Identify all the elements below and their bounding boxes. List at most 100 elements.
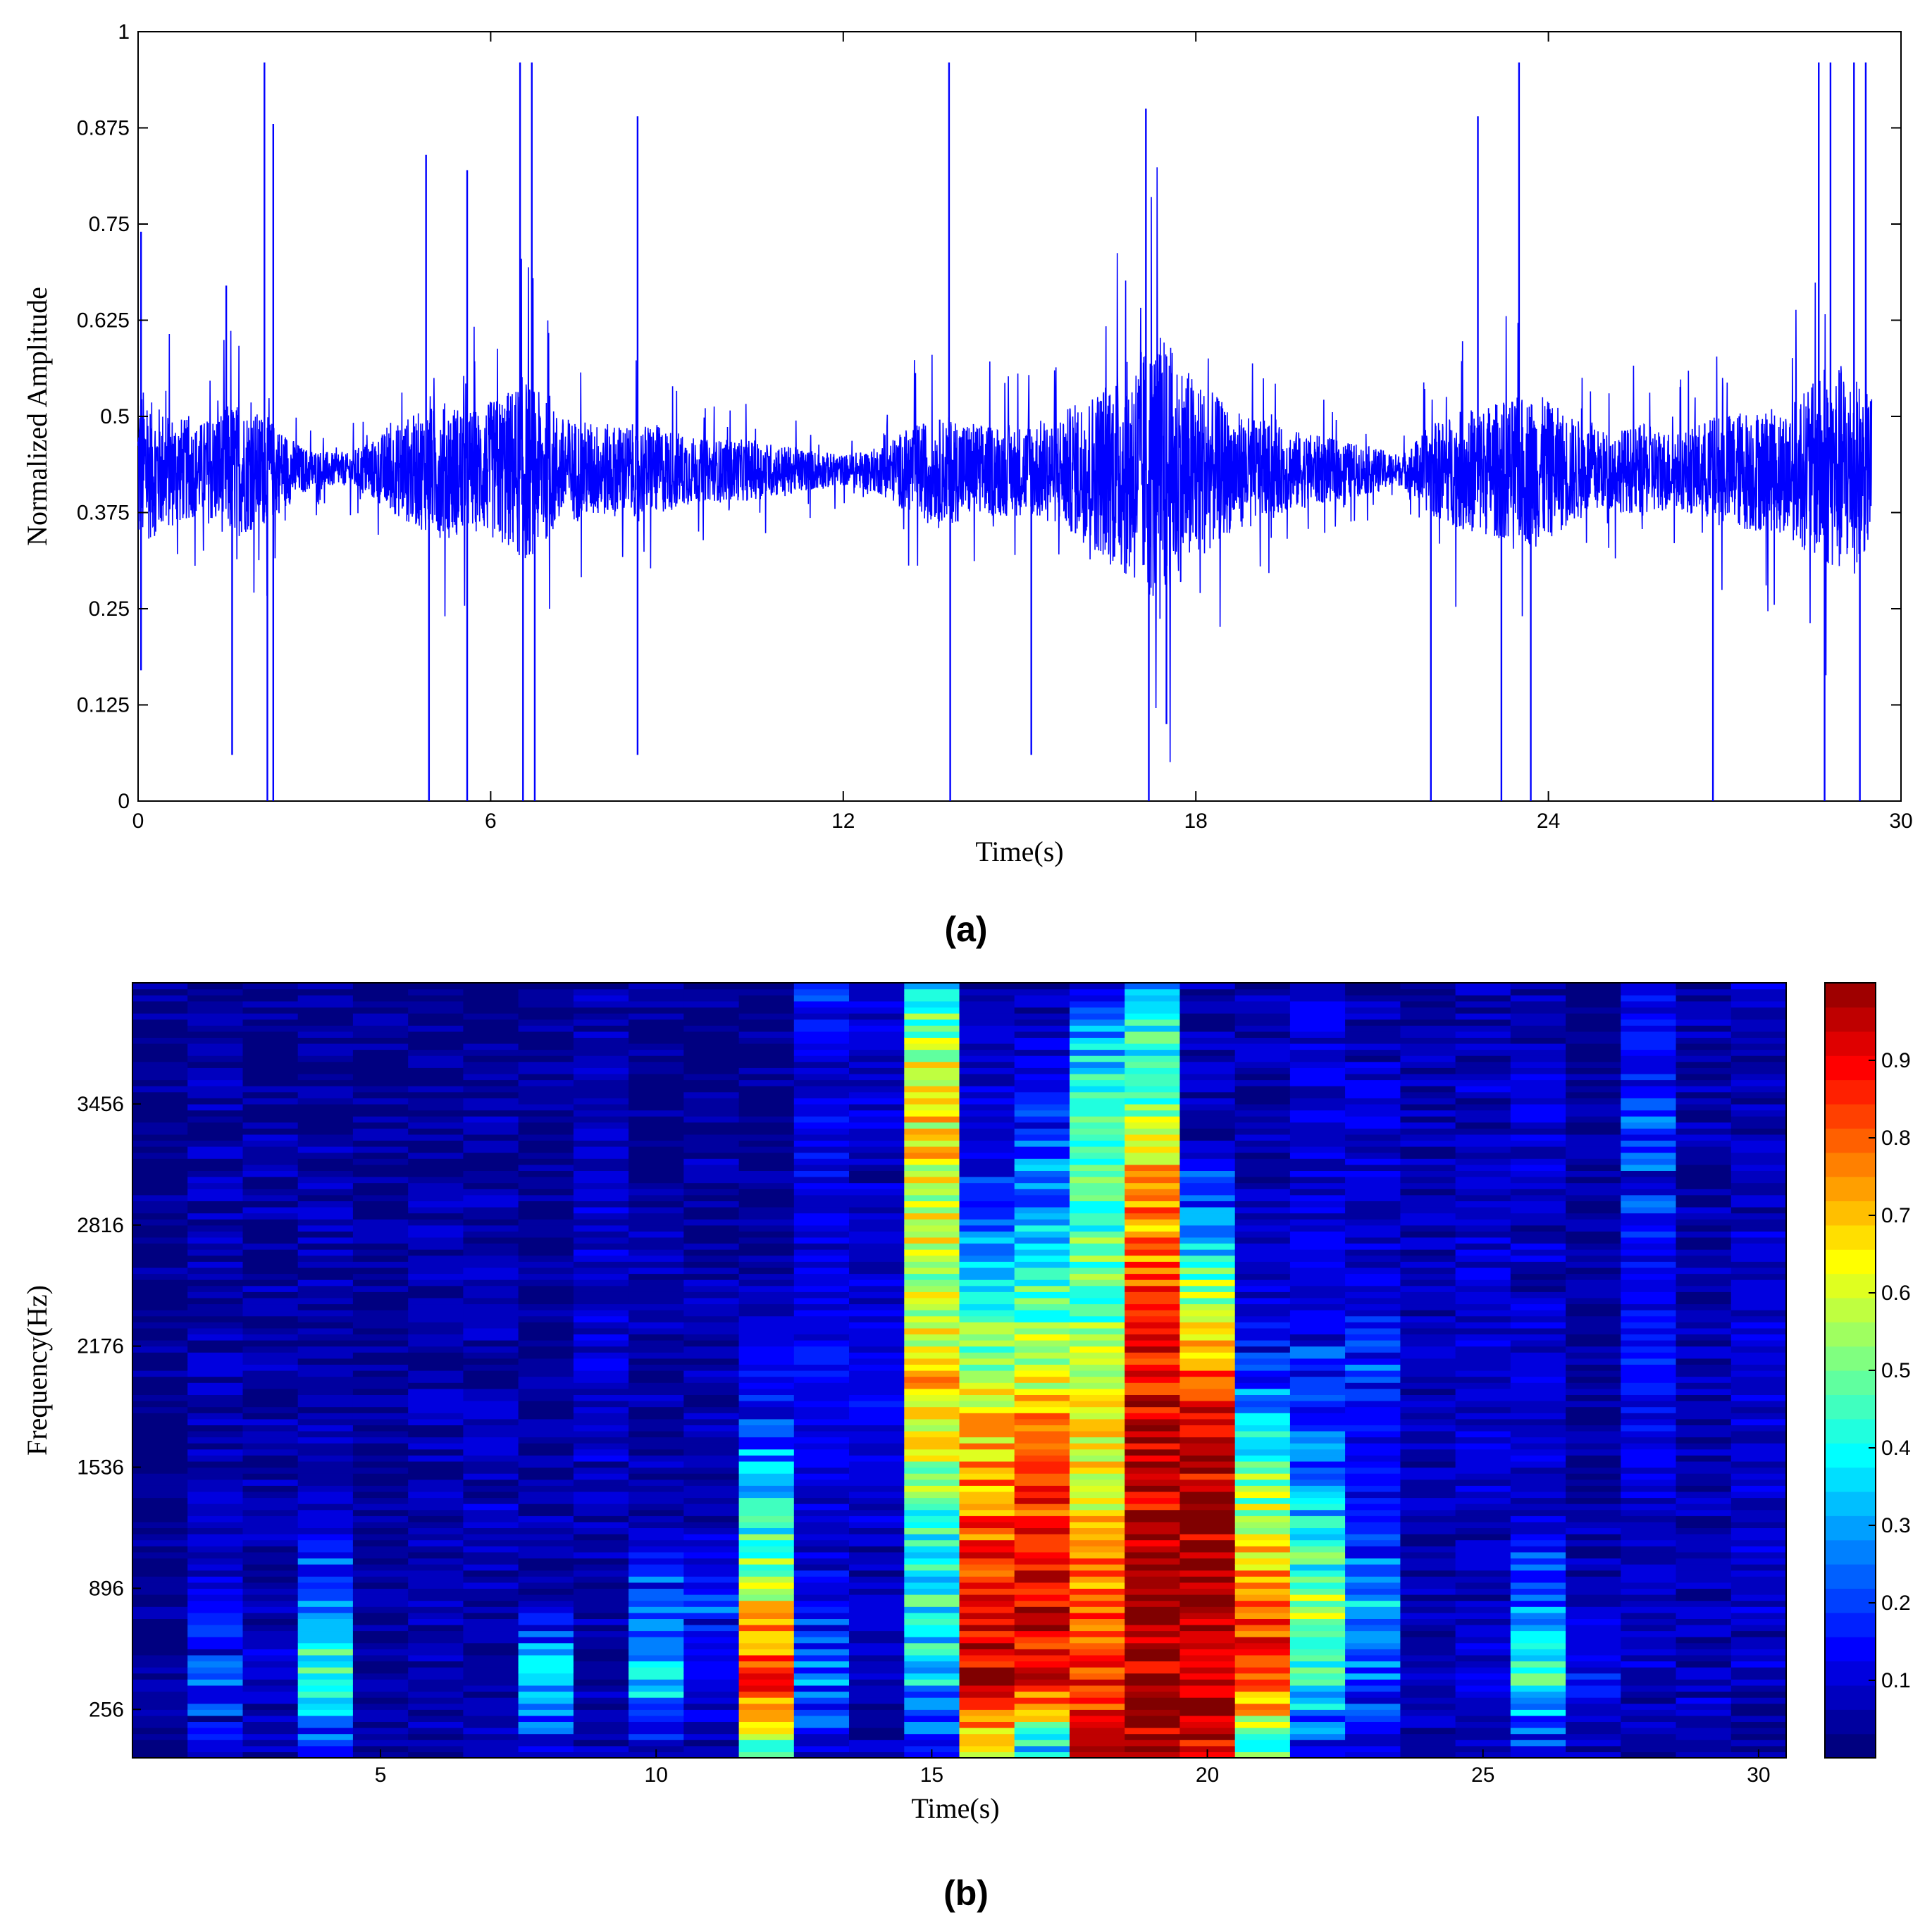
heatmap-cell [628, 1364, 684, 1371]
heatmap-cell [463, 1291, 519, 1298]
heatmap-cell [1070, 1067, 1125, 1074]
heatmap-cell [1179, 1539, 1236, 1546]
heatmap-cell [463, 1177, 519, 1184]
heatmap-cell [1621, 1067, 1677, 1074]
heatmap-cell [1014, 1346, 1070, 1353]
heatmap-cell [352, 1182, 409, 1189]
heatmap-cell [1179, 1654, 1236, 1662]
heatmap-cell [683, 1588, 740, 1595]
heatmap-cell [573, 1715, 629, 1722]
heatmap-cell [959, 1430, 1015, 1438]
heatmap-cell [738, 1334, 795, 1341]
heatmap-cell [297, 1491, 354, 1499]
heatmap-cell [628, 1013, 684, 1020]
heatmap-cell [959, 1189, 1015, 1196]
heatmap-cell [1510, 1413, 1566, 1420]
heatmap-cell [1510, 1582, 1566, 1589]
heatmap-cell [242, 1612, 299, 1619]
heatmap-cell [628, 1418, 684, 1425]
heatmap-cell [352, 1310, 409, 1317]
heatmap-cell [1566, 1546, 1621, 1553]
heatmap-cell [1125, 1334, 1180, 1341]
heatmap-cell [408, 1521, 464, 1528]
heatmap-cell [1730, 1055, 1787, 1062]
heatmap-cell [187, 1618, 243, 1625]
heatmap-cell [1400, 995, 1456, 1002]
heatmap-cell [242, 1279, 299, 1286]
heatmap-cell [1566, 1515, 1621, 1523]
heatmap-cell [132, 1177, 188, 1184]
heatmap-cell [297, 1709, 354, 1716]
heatmap-cell [1400, 1007, 1456, 1014]
heatmap-cell [518, 1582, 574, 1589]
heatmap-cell [1345, 1110, 1401, 1117]
heatmap-cell [628, 1170, 684, 1177]
heatmap-cell [518, 1740, 574, 1747]
heatmap-cell [1125, 1189, 1180, 1196]
heatmap-cell [1289, 1164, 1346, 1171]
heatmap-cell [959, 1564, 1015, 1571]
heatmap-cell [132, 1740, 188, 1747]
heatmap-cell [1014, 1740, 1070, 1747]
heatmap-cell [187, 1224, 243, 1232]
heatmap-cell [1289, 1261, 1346, 1268]
heatmap-cell [959, 1297, 1015, 1305]
heatmap-cell [573, 1624, 629, 1632]
heatmap-cell [1345, 1213, 1401, 1220]
heatmap-cell [1070, 1418, 1125, 1425]
heatmap-cell [408, 1207, 464, 1214]
heatmap-cell [1621, 1236, 1677, 1244]
heatmap-cell [1730, 1418, 1787, 1425]
heatmap-cell [297, 1509, 354, 1516]
heatmap-cell [1014, 1285, 1070, 1292]
heatmap-cell [959, 1425, 1015, 1432]
heatmap-cell [1345, 1401, 1401, 1408]
heatmap-cell [1510, 1031, 1566, 1038]
heatmap-cell [1676, 1219, 1732, 1226]
heatmap-cell [518, 1624, 574, 1632]
heatmap-cell [297, 1564, 354, 1571]
heatmap-cell [628, 1558, 684, 1565]
heatmap-cell [408, 1455, 464, 1462]
heatmap-cell [1730, 1679, 1787, 1686]
heatmap-cell [1730, 1703, 1787, 1710]
heatmap-cell [904, 988, 960, 996]
heatmap-cell [1289, 1231, 1346, 1238]
heatmap-cell [132, 1461, 188, 1468]
heatmap-cell [242, 1504, 299, 1511]
colorbar-segment [1825, 1177, 1876, 1201]
heatmap-cell [849, 1182, 905, 1189]
heatmap-cell [463, 1418, 519, 1425]
heatmap-cell [1400, 1479, 1456, 1486]
heatmap-cell [1234, 1346, 1291, 1353]
heatmap-cell [518, 1352, 574, 1359]
heatmap-cell [1676, 1297, 1732, 1305]
heatmap-cell [628, 1728, 684, 1735]
heatmap-cell [904, 1170, 960, 1177]
heatmap-cell [1676, 1382, 1732, 1389]
heatmap-cell [1014, 1401, 1070, 1408]
heatmap-cell [849, 1013, 905, 1020]
heatmap-cell [1070, 1618, 1125, 1625]
heatmap-cell [1400, 1394, 1456, 1401]
heatmap-cell [1400, 1019, 1456, 1026]
heatmap-cell [1730, 1612, 1787, 1619]
heatmap-cell [132, 1013, 188, 1020]
heatmap-cell [187, 1661, 243, 1668]
heatmap-cell [1234, 1213, 1291, 1220]
heatmap-cell [1566, 1110, 1621, 1117]
heatmap-cell [1455, 1721, 1511, 1728]
heatmap-cell [793, 1430, 850, 1438]
heatmap-cell [518, 1346, 574, 1353]
heatmap-cell [683, 1382, 740, 1389]
heatmap-cell [1455, 1334, 1511, 1341]
spectrogram-heatmap [132, 983, 1787, 1759]
heatmap-cell [738, 1527, 795, 1534]
heatmap-cell [1455, 1697, 1511, 1704]
heatmap-cell [1234, 1461, 1291, 1468]
heatmap-cell [1070, 1267, 1125, 1275]
heatmap-cell [683, 1630, 740, 1637]
heatmap-cell [1289, 1189, 1346, 1196]
heatmap-cell [904, 1551, 960, 1558]
heatmap-cell [463, 1504, 519, 1511]
